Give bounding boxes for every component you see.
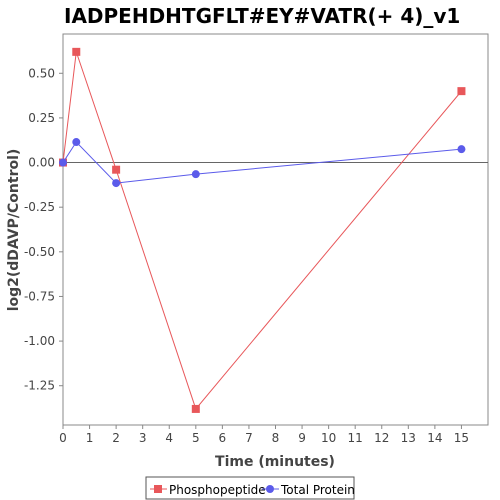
chart-title: IADPEHDHTGFLT#EY#VATR(+ 4)_v1	[64, 4, 460, 28]
point-phosphopeptide	[112, 165, 121, 174]
x-tick-label: 5	[192, 431, 200, 445]
x-tick-label: 4	[165, 431, 173, 445]
point-total-protein	[457, 145, 466, 154]
y-axis-ticks: 0.50 0.25 0.00 -0.25 -0.50 -0.75 -1.00 -1.25	[24, 66, 63, 393]
legend-marker-phosphopeptide	[154, 485, 162, 493]
point-total-protein	[59, 158, 67, 167]
x-axis-label: Time (minutes)	[215, 454, 335, 470]
legend-box	[145, 476, 355, 500]
x-tick-label: 9	[298, 431, 306, 445]
y-tick-label: 0.00	[28, 156, 55, 170]
point-phosphopeptide	[72, 47, 81, 56]
x-tick-label: 8	[272, 431, 280, 445]
point-phosphopeptide	[457, 87, 466, 96]
y-tick-label: 0.25	[28, 111, 55, 125]
y-tick-label: -0.50	[24, 245, 55, 259]
series-layer	[59, 47, 466, 413]
x-axis-ticks: 0 1 2 3 4 5 6 7 8 9 10 11 12 13 14 15	[59, 425, 469, 445]
x-tick-label: 6	[219, 431, 227, 445]
x-tick-label: 2	[112, 431, 120, 445]
y-axis-label: log2(dDAVP/Control)	[6, 149, 22, 312]
x-tick-label: 14	[427, 431, 442, 445]
y-tick-label: -1.25	[24, 379, 55, 393]
x-tick-label: 3	[139, 431, 147, 445]
x-tick-label: 12	[374, 431, 389, 445]
x-tick-label: 0	[59, 431, 67, 445]
x-tick-label: 10	[321, 431, 336, 445]
point-phosphopeptide	[191, 404, 200, 413]
legend-marker-total-protein	[266, 485, 274, 493]
legend-label-phosphopeptide: Phosphopeptide	[169, 483, 266, 497]
x-tick-label: 1	[86, 431, 94, 445]
point-total-protein	[191, 170, 200, 179]
x-tick-label: 11	[348, 431, 363, 445]
legend: Phosphopeptide Total Protein	[145, 476, 355, 500]
y-tick-label: -0.25	[24, 200, 55, 214]
y-tick-label: 0.50	[28, 66, 55, 80]
x-tick-label: 13	[401, 431, 416, 445]
x-tick-label: 7	[245, 431, 253, 445]
legend-label-total-protein: Total Protein	[280, 483, 355, 497]
y-tick-label: -1.00	[24, 334, 55, 348]
plot-area	[62, 33, 489, 426]
point-total-protein	[112, 179, 121, 188]
y-tick-label: -0.75	[24, 289, 55, 303]
x-tick-label: 15	[454, 431, 469, 445]
point-total-protein	[72, 138, 81, 147]
